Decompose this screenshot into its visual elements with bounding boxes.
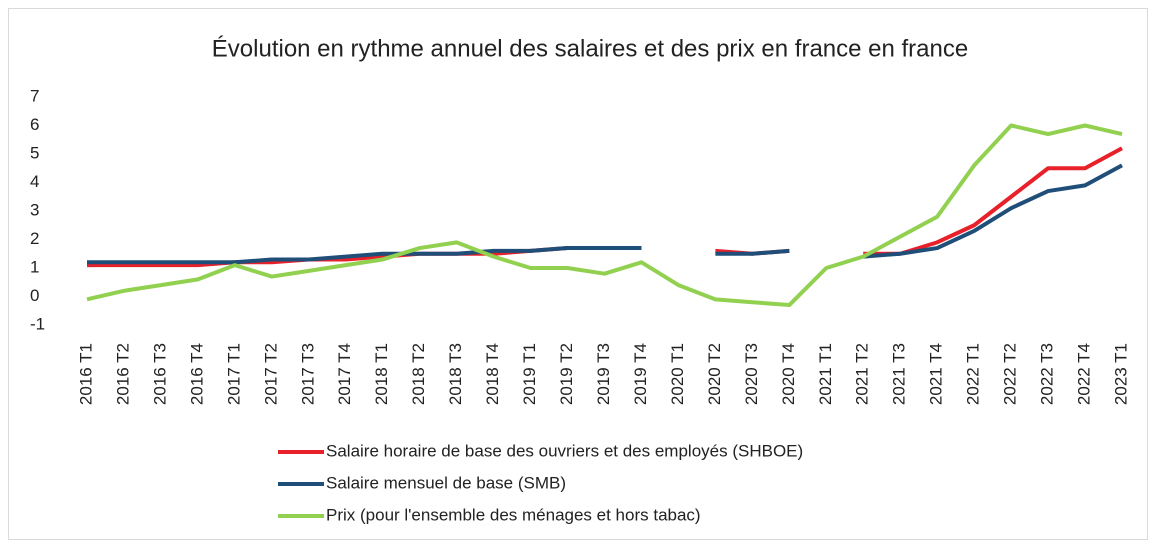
x-tick-label: 2018 T1 [372,343,391,405]
x-tick-label: 2018 T3 [446,343,465,405]
x-tick-label: 2016 T1 [76,343,95,405]
chart-title: Évolution en rythme annuel des salaires … [212,35,968,62]
x-tick-label: 2022 T4 [1075,343,1094,405]
x-tick-label: 2020 T4 [779,343,798,405]
x-tick-label: 2021 T2 [853,343,872,405]
series-line [87,163,1123,265]
x-tick-label: 2022 T1 [964,343,983,405]
x-tick-label: 2020 T3 [742,343,761,405]
x-tick-label: 2018 T2 [409,343,428,405]
legend-label: Salaire horaire de base des ouvriers et … [326,441,803,460]
x-tick-label: 2020 T2 [705,343,724,405]
legend-label: Salaire mensuel de base (SMB) [326,473,566,492]
x-tick-label: 2019 T3 [594,343,613,405]
x-tick-label: 2022 T3 [1038,343,1057,405]
x-tick-label: 2017 T2 [261,343,280,405]
x-tick-label: 2017 T4 [335,343,354,405]
y-tick-label: 5 [30,143,39,162]
y-tick-label: 0 [30,286,39,305]
y-tick-label: 2 [30,229,39,248]
x-tick-label: 2019 T2 [557,343,576,405]
x-tick-label: 2016 T3 [150,343,169,405]
x-tick-label: 2019 T4 [631,343,650,405]
x-tick-label: 2021 T1 [816,343,835,405]
y-tick-label: 1 [30,257,39,276]
x-tick-label: 2020 T1 [668,343,687,405]
x-tick-label: 2017 T3 [298,343,317,405]
x-tick-label: 2021 T4 [927,343,946,405]
x-tick-label: 2019 T1 [520,343,539,405]
x-tick-label: 2022 T2 [1001,343,1020,405]
x-tick-label: 2023 T1 [1111,343,1130,405]
x-tick-label: 2021 T3 [890,343,909,405]
legend-label: Prix (pour l'ensemble des ménages et hor… [326,505,701,524]
x-tick-label: 2017 T1 [224,343,243,405]
x-tick-label: 2016 T2 [113,343,132,405]
y-tick-label: 3 [30,200,39,219]
series-line [86,123,1123,308]
x-tick-label: 2018 T4 [483,343,502,405]
y-tick-label: -1 [30,314,45,333]
x-tick-label: 2016 T4 [187,343,206,405]
y-tick-label: 6 [30,115,39,134]
y-tick-label: 7 [30,86,39,105]
y-tick-label: 4 [30,172,39,191]
chart-border [8,8,1148,540]
